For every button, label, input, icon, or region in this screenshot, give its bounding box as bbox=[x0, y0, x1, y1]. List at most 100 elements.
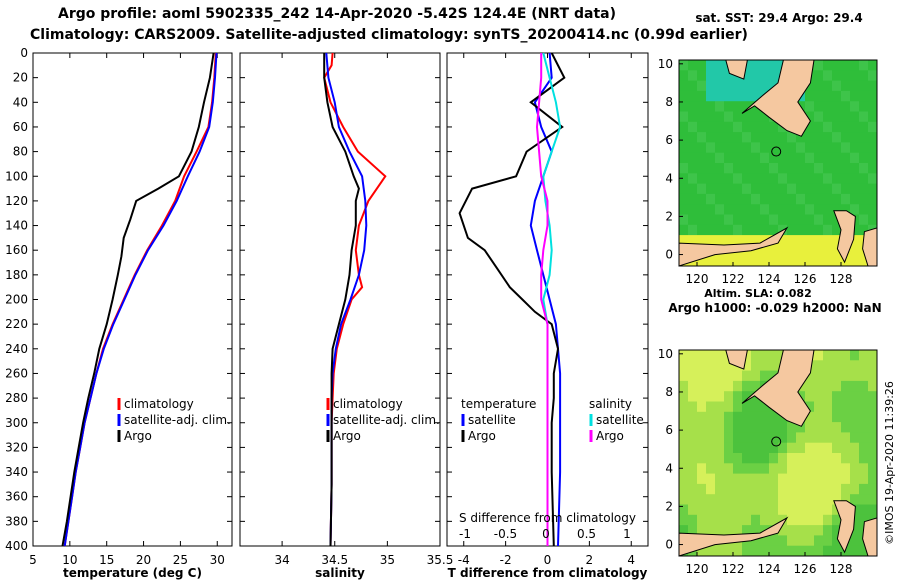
map-cell bbox=[688, 380, 698, 392]
map-cell bbox=[715, 370, 725, 382]
map-cell bbox=[814, 360, 824, 372]
map-cell bbox=[778, 183, 788, 195]
xtick-label: -2 bbox=[500, 553, 512, 567]
map-cell bbox=[850, 370, 860, 382]
map-cell bbox=[778, 163, 788, 174]
map-cell bbox=[787, 483, 797, 495]
map-cell bbox=[679, 463, 689, 475]
map-cell bbox=[760, 535, 770, 547]
map-cell bbox=[697, 204, 707, 215]
map-cell bbox=[832, 360, 842, 372]
legend-label: satellite bbox=[596, 413, 644, 427]
map-cell bbox=[796, 442, 806, 454]
map-cell bbox=[787, 142, 797, 154]
map-cell bbox=[805, 422, 815, 433]
map-cell bbox=[688, 183, 698, 195]
map-cell bbox=[706, 494, 716, 505]
map-cell bbox=[841, 380, 851, 392]
map-cell bbox=[724, 70, 734, 82]
map-cell bbox=[679, 204, 689, 215]
map-cell bbox=[868, 111, 878, 123]
map-cell bbox=[841, 204, 851, 215]
map-cell bbox=[796, 152, 806, 164]
map-cell bbox=[742, 235, 752, 246]
map-cell bbox=[706, 121, 716, 133]
map-cell bbox=[814, 121, 824, 133]
map-cell bbox=[742, 163, 752, 174]
map-cell bbox=[832, 453, 842, 464]
map-cell bbox=[805, 432, 815, 444]
map-cell bbox=[850, 525, 860, 536]
map-cell bbox=[715, 142, 725, 154]
map-cell bbox=[688, 111, 698, 123]
map-cell bbox=[796, 545, 806, 557]
map-cell bbox=[841, 453, 851, 464]
map-cell bbox=[778, 132, 788, 143]
map-cell bbox=[751, 422, 761, 433]
map-cell bbox=[832, 90, 842, 102]
map-cell bbox=[787, 173, 797, 185]
map-cell bbox=[859, 432, 869, 444]
xtick-label: 34.5 bbox=[321, 553, 348, 567]
map-cell bbox=[697, 90, 707, 102]
map-cell bbox=[859, 224, 869, 236]
ytick-label: 380 bbox=[5, 514, 28, 528]
map-cell bbox=[742, 121, 752, 133]
map-cell bbox=[706, 350, 716, 361]
map-cell bbox=[769, 535, 779, 547]
map-cell bbox=[769, 504, 779, 516]
map-cell bbox=[751, 463, 761, 475]
map-cell bbox=[769, 411, 779, 423]
map-cell bbox=[706, 183, 716, 195]
map-cell bbox=[850, 152, 860, 164]
map-cell bbox=[751, 204, 761, 215]
map-cell bbox=[832, 60, 842, 71]
map-cell bbox=[724, 204, 734, 215]
map-cell bbox=[796, 132, 806, 143]
map-cell bbox=[868, 411, 878, 423]
map-cell bbox=[805, 494, 815, 505]
series-line-satellite-adj-clim- bbox=[63, 52, 218, 547]
map-cell bbox=[868, 432, 878, 444]
map-cell bbox=[724, 442, 734, 454]
map-cell bbox=[679, 350, 689, 361]
map-cell bbox=[751, 411, 761, 423]
map-cell bbox=[697, 380, 707, 392]
map-cell bbox=[868, 193, 878, 205]
legend-label: climatology bbox=[124, 397, 194, 411]
map-cell bbox=[823, 80, 833, 92]
map-cell bbox=[697, 432, 707, 444]
map-cell bbox=[778, 152, 788, 164]
map-cell bbox=[751, 214, 761, 226]
map-cell bbox=[868, 173, 878, 185]
map-cell bbox=[679, 235, 689, 246]
legend-title-salinity: salinity bbox=[589, 397, 632, 411]
map-cell bbox=[688, 432, 698, 444]
map-cell bbox=[697, 173, 707, 185]
map-cell bbox=[688, 504, 698, 516]
map-cell bbox=[832, 121, 842, 133]
map-cell bbox=[868, 214, 878, 226]
ytick-label: 80 bbox=[13, 145, 28, 159]
figure-title-line-1: Argo profile: aoml 5902335_242 14-Apr-20… bbox=[58, 6, 616, 22]
map-cell bbox=[769, 132, 779, 143]
map-cell bbox=[805, 204, 815, 215]
map-cell bbox=[679, 380, 689, 392]
map-cell bbox=[742, 473, 752, 485]
map-cell bbox=[688, 142, 698, 154]
map-ytick-label: 6 bbox=[665, 423, 673, 437]
map-cell bbox=[787, 514, 797, 526]
map-cell bbox=[742, 224, 752, 236]
xtick-label: 15 bbox=[99, 553, 114, 567]
map-ytick-label: 0 bbox=[665, 538, 673, 552]
map-cell bbox=[841, 173, 851, 185]
map-cell bbox=[742, 370, 752, 382]
map-cell bbox=[697, 255, 707, 267]
map-cell bbox=[823, 224, 833, 236]
map-cell bbox=[832, 132, 842, 143]
map-cell bbox=[868, 204, 878, 215]
map-cell bbox=[715, 183, 725, 195]
map-cell bbox=[733, 442, 743, 454]
map-cell bbox=[715, 80, 725, 92]
map-cell bbox=[841, 60, 851, 71]
